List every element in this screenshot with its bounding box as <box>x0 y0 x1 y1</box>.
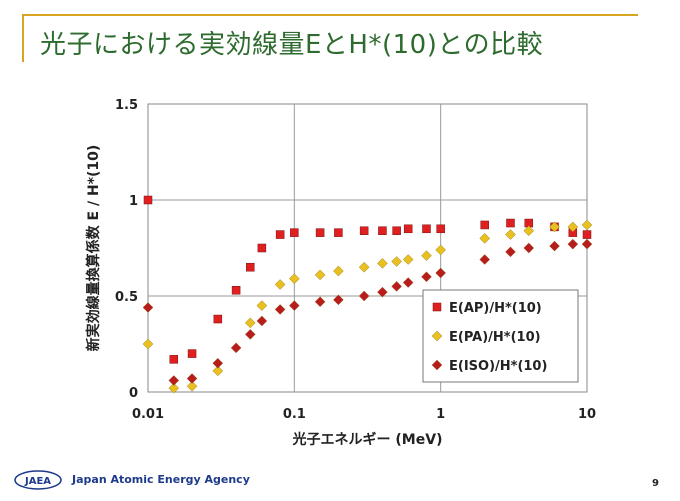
data-point <box>523 242 535 254</box>
data-point <box>290 228 299 237</box>
data-point <box>315 228 325 237</box>
data-point <box>212 357 224 369</box>
data-point <box>274 304 286 315</box>
data-point <box>289 273 300 285</box>
data-point <box>435 244 446 256</box>
data-point <box>186 380 198 392</box>
y-tick-label: 1 <box>129 194 138 209</box>
data-point <box>421 271 432 283</box>
logo-text: JAEA <box>24 476 51 487</box>
data-point <box>479 254 491 265</box>
data-point <box>314 269 326 281</box>
data-point <box>187 349 197 358</box>
data-point <box>480 220 489 230</box>
data-point <box>422 224 431 234</box>
page-number: 9 <box>652 478 659 489</box>
data-point <box>168 382 180 394</box>
organization-name: Japan Atomic Energy Agency <box>72 473 250 486</box>
data-point <box>289 300 300 311</box>
data-point <box>246 262 255 272</box>
data-point <box>231 285 241 295</box>
y-tick-label: 0 <box>129 386 138 401</box>
x-tick-label: 10 <box>578 407 596 422</box>
data-point <box>567 221 579 233</box>
data-point <box>392 226 401 235</box>
data-point <box>275 230 285 239</box>
data-point <box>391 256 402 267</box>
data-point <box>377 286 388 298</box>
data-point <box>358 290 370 302</box>
legend-label: E(PA)/H*(10) <box>449 330 541 345</box>
jaea-logo: JAEA <box>14 470 62 490</box>
data-point <box>549 240 560 252</box>
data-point <box>402 277 414 288</box>
data-point <box>168 375 180 386</box>
data-point <box>391 281 402 292</box>
data-point <box>377 258 388 269</box>
x-axis-label: 光子エネルギー (MeV) <box>292 431 443 448</box>
y-tick-label: 1.5 <box>115 98 138 113</box>
data-point <box>358 261 370 273</box>
x-tick-label: 0.01 <box>132 407 164 422</box>
data-point <box>333 294 344 306</box>
data-point <box>479 233 491 244</box>
data-point <box>505 229 516 240</box>
data-point <box>143 195 153 205</box>
legend-marker <box>431 330 443 342</box>
title-accent-rule <box>22 14 638 62</box>
data-point <box>421 250 432 261</box>
data-point <box>435 267 446 279</box>
data-point <box>212 365 224 377</box>
data-point <box>314 296 326 308</box>
x-tick-label: 0.1 <box>283 407 306 422</box>
data-point <box>142 338 154 350</box>
data-point <box>523 225 535 237</box>
data-point <box>581 219 593 231</box>
y-axis-label: 新実効線量換算係数 E / H*(10) <box>85 145 102 352</box>
data-point <box>274 279 286 290</box>
data-point <box>505 246 516 258</box>
data-point <box>244 329 256 340</box>
data-point <box>359 226 369 235</box>
legend-label: E(AP)/H*(10) <box>449 301 542 316</box>
data-point <box>403 224 413 234</box>
legend-marker <box>432 302 442 312</box>
data-point <box>334 228 343 237</box>
data-point <box>581 238 593 250</box>
x-tick-label: 1 <box>436 407 445 422</box>
data-point <box>402 254 414 265</box>
data-point <box>436 224 445 234</box>
data-point <box>213 314 223 324</box>
y-tick-label: 0.5 <box>115 290 138 305</box>
data-point <box>567 238 579 250</box>
data-point <box>506 218 515 228</box>
data-point <box>378 226 387 235</box>
data-point <box>256 300 268 311</box>
data-point <box>549 221 560 233</box>
data-point <box>142 302 154 313</box>
data-point <box>244 317 256 329</box>
data-point <box>256 315 268 327</box>
data-point <box>169 355 179 364</box>
data-point <box>186 373 198 384</box>
data-point <box>257 243 267 253</box>
slide-title: 光子における実効線量EとH*(10)との比較 <box>40 30 544 60</box>
data-point <box>582 230 592 239</box>
logo-ring <box>14 470 62 490</box>
data-point <box>333 265 344 277</box>
legend-marker <box>431 359 443 371</box>
legend-label: E(ISO)/H*(10) <box>449 359 547 374</box>
legend-box <box>422 289 579 383</box>
data-point <box>230 342 242 354</box>
